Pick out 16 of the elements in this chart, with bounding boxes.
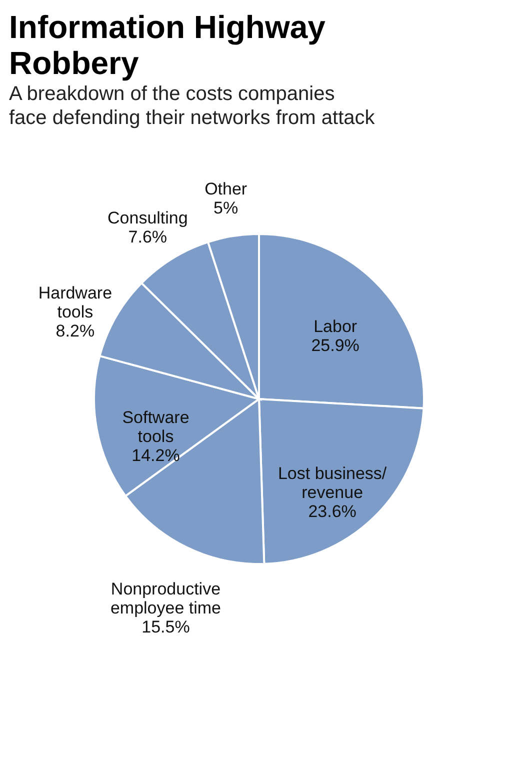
slice-label: Nonproductive employee time <box>110 579 222 618</box>
data-label: 7.6% <box>128 228 168 247</box>
slice-label: Lost business/ revenue <box>278 464 387 502</box>
data-label: 14.2% <box>132 446 180 466</box>
data-label: 8.2% <box>56 321 95 340</box>
slice-label: Other <box>204 180 248 199</box>
data-label: 25.9% <box>311 336 360 355</box>
data-label: 15.5% <box>142 617 190 636</box>
data-label: 5% <box>214 198 238 218</box>
slice-label: Software tools <box>122 408 190 446</box>
chart-subtitle: A breakdown of the costs companies face defending their networks from attack <box>9 83 376 129</box>
slice-label: Hardware tools <box>38 283 112 322</box>
slice-label: Consulting <box>108 208 188 228</box>
chart-title: Information Highway Robbery <box>9 9 326 81</box>
data-label: 23.6% <box>308 502 356 522</box>
slice-label: Labor <box>314 316 358 336</box>
